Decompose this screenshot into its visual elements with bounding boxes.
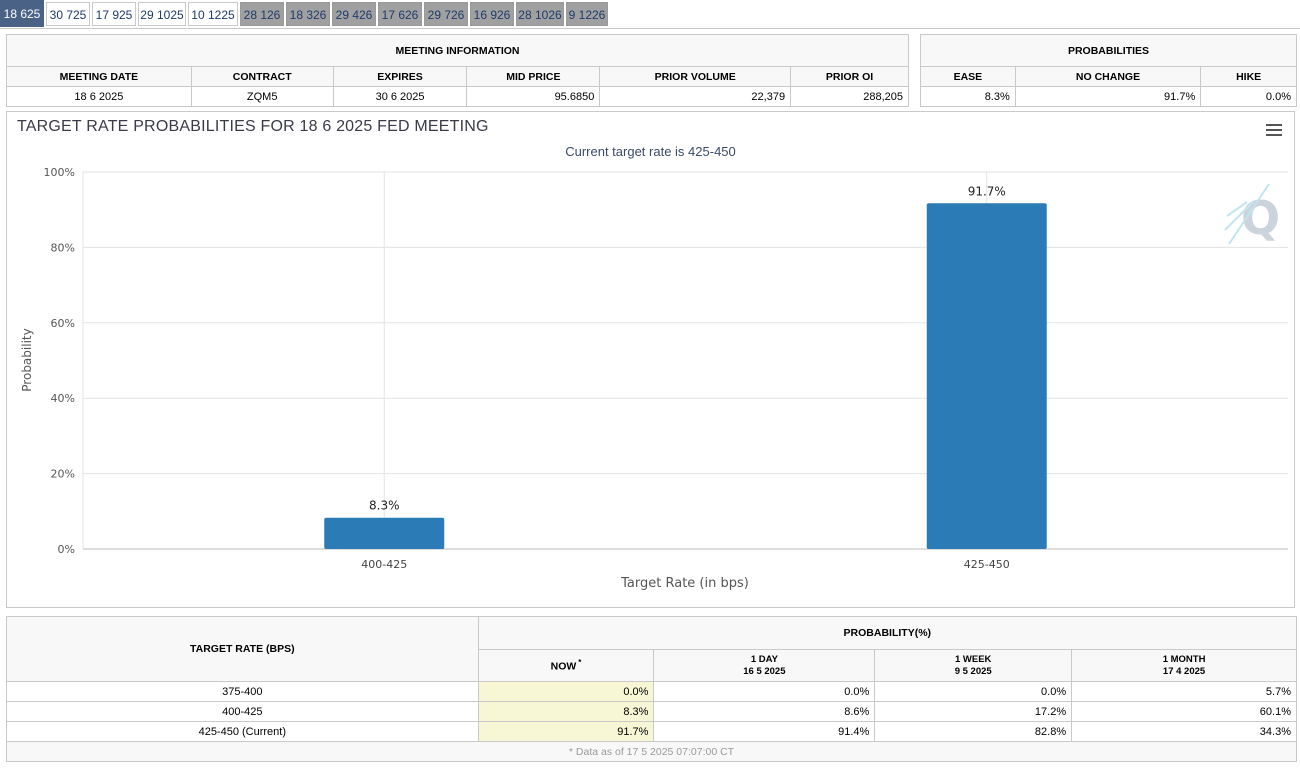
tab-28-126[interactable]: 28 126: [240, 2, 284, 26]
now-cell: 91.7%: [477, 721, 655, 742]
meeting-date-tabs: 18 625 30 725 17 925 29 1025 10 1225 28 …: [0, 0, 1300, 29]
bar-data-label: 91.7%: [968, 184, 1006, 198]
probabilities-summary-table: PROBABILITIES EASE NO CHANGE HIKE 8.3% 9…: [920, 34, 1297, 107]
mid-price-value: 95.6850: [466, 86, 601, 107]
tab-9-1226[interactable]: 9 1226: [566, 2, 608, 26]
y-tick-label: 100%: [44, 166, 75, 179]
tab-16-926[interactable]: 16 926: [470, 2, 514, 26]
tab-30-725[interactable]: 30 725: [46, 2, 90, 26]
target-rate-cell: 375-400: [6, 681, 479, 702]
tab-17-925[interactable]: 17 925: [92, 2, 136, 26]
table-row: 400-425 8.3% 8.6% 17.2% 60.1%: [6, 701, 1297, 722]
now-cell: 0.0%: [477, 681, 655, 702]
y-tick-label: 80%: [51, 241, 75, 254]
y-tick-label: 0%: [58, 543, 75, 556]
hamburger-menu-icon[interactable]: [1266, 124, 1282, 137]
no-change-value: 91.7%: [1014, 86, 1202, 107]
prior-volume-value: 22,379: [599, 86, 792, 107]
now-column-header: NOW *: [477, 649, 655, 682]
one-day-cell: 91.4%: [653, 721, 876, 742]
tab-10-1225[interactable]: 10 1225: [188, 2, 238, 26]
cme-q-logo-icon: Q: [1224, 183, 1280, 245]
chart-labels: 0% 20% 40% 60% 80% 100% 8.3% 400-425 91.7% 425-45…: [44, 166, 1010, 571]
tab-17-626[interactable]: 17 626: [378, 2, 422, 26]
chart-title: TARGET RATE PROBABILITIES FOR 18 6 2025 …: [17, 118, 489, 135]
target-rate-chart: TARGET RATE PROBABILITIES FOR 18 6 2025 …: [6, 111, 1295, 608]
x-tick-label: 400-425: [361, 558, 407, 571]
ease-header: EASE: [920, 66, 1016, 87]
one-day-cell: 0.0%: [653, 681, 876, 702]
expires-header: EXPIRES: [332, 66, 468, 87]
x-axis-label: Target Rate (in bps): [620, 576, 749, 591]
one-month-cell: 34.3%: [1071, 721, 1297, 742]
one-month-cell: 5.7%: [1071, 681, 1297, 702]
one-week-column-header: 1 WEEK 9 5 2025: [874, 649, 1073, 682]
chart-plot: Q 0% 20% 40% 60% 80% 100% 8.3% 400-425 91.7% 425-…: [20, 166, 1288, 591]
chart-gridlines: [82, 171, 1288, 550]
prior-oi-value: 288,205: [790, 86, 909, 107]
mid-price-header: MID PRICE: [466, 66, 601, 87]
chart-bars: [324, 203, 1047, 549]
probability-header: PROBABILITY(%): [477, 616, 1298, 650]
no-change-header: NO CHANGE: [1014, 66, 1202, 87]
one-day-cell: 8.6%: [653, 701, 876, 722]
meeting-information-title: MEETING INFORMATION: [6, 34, 909, 67]
bar-400-425[interactable]: [324, 517, 445, 549]
table-row: 375-400 0.0% 0.0% 0.0% 5.7%: [6, 681, 1297, 702]
y-tick-label: 20%: [51, 468, 75, 481]
meeting-date-header: MEETING DATE: [6, 66, 192, 87]
bar-425-450[interactable]: [926, 203, 1047, 549]
tab-28-1026[interactable]: 28 1026: [516, 2, 564, 26]
tab-29-726[interactable]: 29 726: [424, 2, 468, 26]
tab-18-625[interactable]: 18 625: [0, 0, 44, 27]
tab-29-426[interactable]: 29 426: [332, 2, 376, 26]
expires-value: 30 6 2025: [332, 86, 468, 107]
meeting-date-value: 18 6 2025: [6, 86, 192, 107]
one-month-column-header: 1 MONTH 17 4 2025: [1071, 649, 1297, 682]
table-row: 425-450 (Current) 91.7% 91.4% 82.8% 34.3…: [6, 721, 1297, 742]
hike-header: HIKE: [1200, 66, 1297, 87]
ease-value: 8.3%: [920, 86, 1016, 107]
hike-value: 0.0%: [1200, 86, 1297, 107]
contract-value: ZQM5: [190, 86, 334, 107]
y-tick-label: 40%: [51, 392, 75, 405]
y-axis-label: Probability: [20, 328, 34, 391]
contract-header: CONTRACT: [190, 66, 334, 87]
one-day-column-header: 1 DAY 16 5 2025: [653, 649, 876, 682]
prior-volume-header: PRIOR VOLUME: [599, 66, 792, 87]
prior-oi-header: PRIOR OI: [790, 66, 909, 87]
one-week-cell: 82.8%: [874, 721, 1073, 742]
one-week-cell: 0.0%: [874, 681, 1073, 702]
tab-29-1025[interactable]: 29 1025: [138, 2, 186, 26]
one-month-cell: 60.1%: [1071, 701, 1297, 722]
target-rate-cell: 400-425: [6, 701, 479, 722]
probability-detail-table: TARGET RATE (BPS) PROBABILITY(%) NOW * 1 …: [6, 616, 1298, 762]
data-timestamp-footnote: * Data as of 17 5 2025 07:07:00 CT: [6, 741, 1297, 762]
tab-18-326[interactable]: 18 326: [286, 2, 330, 26]
x-tick-label: 425-450: [964, 558, 1010, 571]
target-rate-header: TARGET RATE (BPS): [6, 616, 479, 682]
one-week-cell: 17.2%: [874, 701, 1073, 722]
chart-subtitle: Current target rate is 425-450: [565, 144, 736, 159]
bar-data-label: 8.3%: [369, 499, 400, 513]
meeting-information-table: MEETING INFORMATION MEETING DATE CONTRAC…: [6, 34, 909, 107]
now-cell: 8.3%: [477, 701, 655, 722]
target-rate-cell: 425-450 (Current): [6, 721, 479, 742]
probabilities-title: PROBABILITIES: [920, 34, 1297, 67]
y-tick-label: 60%: [51, 317, 75, 330]
